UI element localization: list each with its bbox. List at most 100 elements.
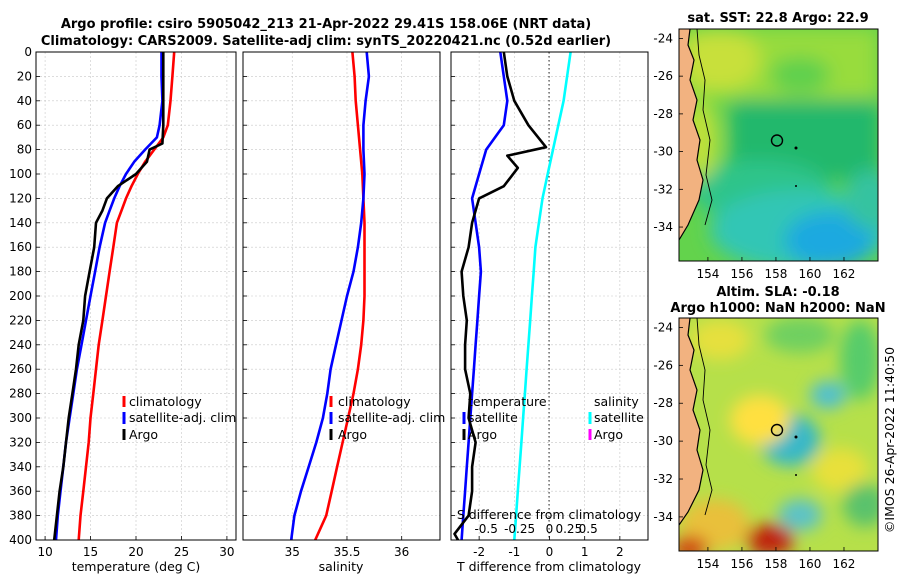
- ytick-label: 340: [9, 460, 32, 474]
- sla-map-ticks: 154 156 158 160 162 -24 -26 -28 -30 -32 -34: [653, 320, 855, 571]
- ytick-label: 100: [9, 167, 32, 181]
- legend-t-satellite-label: satellite: [468, 410, 518, 425]
- sst-east-blob: [845, 170, 878, 230]
- map-ytick-label: -30: [653, 434, 673, 448]
- ytick-label: 140: [9, 216, 32, 230]
- salinity-xtick-label: 0.25: [555, 522, 582, 536]
- legend-argo-label: Argo: [338, 427, 367, 442]
- ytick-label: 180: [9, 265, 32, 279]
- map-xtick-label: 154: [696, 267, 719, 281]
- legend-s-satellite-label: satellite: [594, 410, 644, 425]
- map-xtick-label: 160: [799, 267, 822, 281]
- sla-map-subtitle: Argo h1000: NaN h2000: NaN: [670, 301, 885, 316]
- xtick-label: 0: [546, 545, 554, 559]
- difference-panel: -2 -1 0 1 2 T difference from climatology S …: [450, 51, 649, 574]
- ytick-label: 320: [9, 435, 32, 449]
- ytick-label: 380: [9, 509, 32, 523]
- ytick-label: 400: [9, 533, 32, 547]
- map-ytick-label: -28: [653, 396, 673, 410]
- sst-coldest-blob: [785, 212, 875, 261]
- sst-coastline: [679, 29, 704, 241]
- difference-lines: [453, 51, 572, 541]
- salinity-difference-ticks: -0.5 -0.25 0 0.250.5: [474, 522, 597, 536]
- sst-map-title: sat. SST: 22.8 Argo: 22.9: [687, 11, 868, 26]
- sla-green-south: [843, 483, 878, 527]
- map-ytick-label: -24: [653, 320, 673, 334]
- sla-argo-position-marker: [770, 423, 784, 437]
- legend-argo-label: Argo: [129, 427, 158, 442]
- ytick-label: 40: [17, 94, 32, 108]
- salinity-axes-frame: [242, 51, 441, 541]
- map-xtick-label: 160: [799, 557, 822, 571]
- legend-climatology-label: climatology: [129, 394, 202, 409]
- ytick-label: 260: [9, 362, 32, 376]
- map-ytick-label: -24: [653, 31, 673, 45]
- ytick-label: 360: [9, 484, 32, 498]
- ytick-label: 60: [17, 118, 32, 132]
- series-line-temperature-satellite: [460, 51, 509, 541]
- ytick-label: 80: [17, 143, 32, 157]
- sla-land: [679, 318, 703, 525]
- difference-legend-temperature: temperature satellite Argo: [462, 394, 547, 442]
- ytick-label: 0: [24, 45, 32, 59]
- map-ytick-label: -26: [653, 358, 673, 372]
- map-ytick-label: -26: [653, 69, 673, 83]
- legend-temperature-heading: temperature: [468, 394, 547, 409]
- sla-yellow-eddy: [730, 395, 790, 445]
- xtick-label: 2: [616, 545, 624, 559]
- series-line-satellite-adj-clim: [289, 51, 371, 541]
- difference-axes-frame: [450, 51, 649, 541]
- map-xtick-label: 156: [730, 557, 753, 571]
- sst-warm-blob: [680, 30, 760, 90]
- xtick-label: 36: [394, 545, 409, 559]
- legend-climatology-label: climatology: [338, 394, 411, 409]
- map-ytick-label: -34: [653, 220, 673, 234]
- legend-t-argo-label: Argo: [468, 427, 497, 442]
- salinity-lines: [289, 51, 371, 541]
- sla-island-dot: [794, 435, 798, 439]
- map-ytick-label: -34: [653, 510, 673, 524]
- sst-map-panel: sat. SST: 22.8 Argo: 22.9 154 156 158 16: [653, 11, 879, 281]
- map-ytick-label: -30: [653, 145, 673, 159]
- salinity-panel: 35 35.5 36 salinity climatology satellite-…: [242, 51, 445, 574]
- sla-yellow-blob: [690, 320, 750, 360]
- difference-grid: [451, 51, 648, 541]
- xtick-label: 10: [37, 545, 52, 559]
- salinity-ticks: 35 35.5 36: [243, 51, 409, 559]
- temperature-axes-frame: [35, 51, 237, 541]
- legend-satellite-label: satellite-adj. clim: [338, 410, 445, 425]
- xtick-label: 35.5: [334, 545, 361, 559]
- temperature-ticks: 0 20 40 60 80 100 120 140 160 180 200 220 240 260 280 3…: [9, 45, 234, 559]
- xtick-label: 25: [174, 545, 189, 559]
- temperature-xlabel: temperature (deg C): [72, 559, 201, 574]
- ytick-label: 240: [9, 338, 32, 352]
- xtick-label: -2: [473, 545, 485, 559]
- difference-xlabel: T difference from climatology: [456, 559, 642, 574]
- ytick-label: 220: [9, 313, 32, 327]
- sla-blobs: [679, 318, 878, 551]
- sla-east-green: [840, 320, 878, 400]
- watermark: ©IMOS 26-Apr-2022 11:40:50: [882, 347, 897, 533]
- xtick-label: 15: [83, 545, 98, 559]
- temperature-lines: [52, 51, 176, 541]
- ytick-label: 160: [9, 240, 32, 254]
- xtick-label: 20: [128, 545, 143, 559]
- sla-red-blob: [746, 524, 794, 551]
- xtick-label: -1: [508, 545, 520, 559]
- sla-cyan-blob: [810, 381, 846, 409]
- salinity-xtick-label: -0.5: [474, 522, 497, 536]
- sst-map-ticks: 154 156 158 160 162 -24 -26 -28 -30 -32 -34: [653, 31, 855, 281]
- sla-shelf-contour: [696, 318, 713, 516]
- sla-map-frame: [678, 317, 879, 552]
- sla-red-corner: [679, 536, 708, 551]
- legend-satellite-label: satellite-adj. clim: [129, 410, 236, 425]
- salinity-difference-xlabel: S difference from climatology: [457, 507, 642, 522]
- difference-legend-salinity: salinity satellite Argo: [588, 394, 644, 442]
- map-xtick-label: 158: [764, 267, 787, 281]
- map-xtick-label: 162: [833, 557, 856, 571]
- sst-shelf-contour: [696, 29, 713, 226]
- xtick-label: 30: [219, 545, 234, 559]
- series-line-salinity-satellite: [513, 51, 572, 541]
- map-xtick-label: 158: [764, 557, 787, 571]
